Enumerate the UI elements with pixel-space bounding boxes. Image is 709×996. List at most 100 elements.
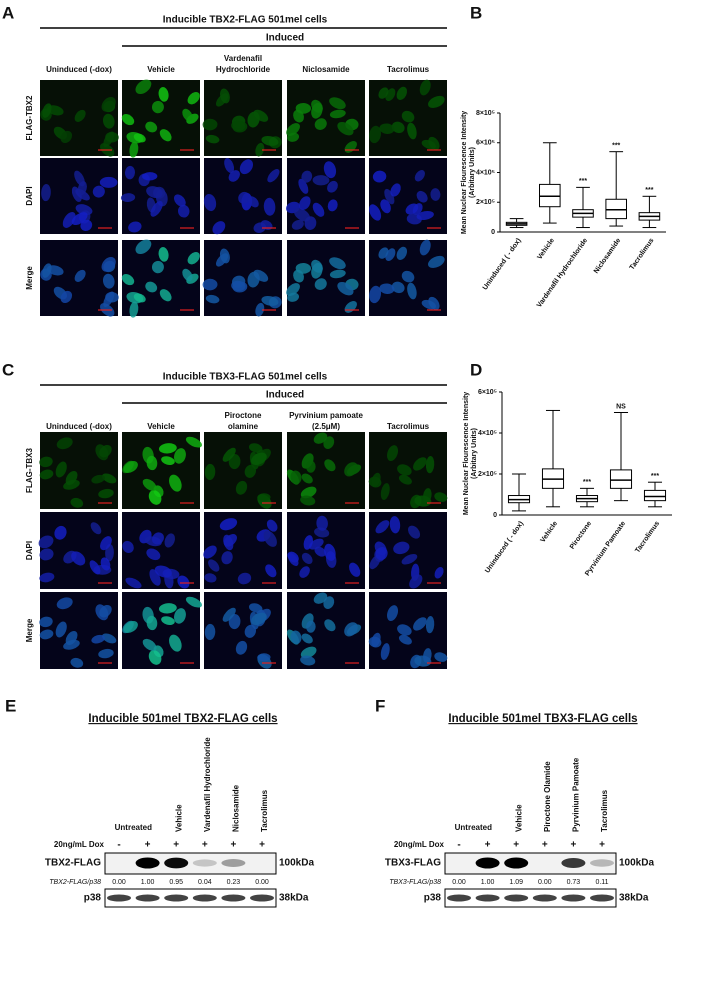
nucleus xyxy=(125,577,142,589)
nucleus xyxy=(231,120,246,132)
band xyxy=(192,894,217,902)
box xyxy=(609,469,633,489)
nucleus xyxy=(169,474,182,492)
nucleus xyxy=(121,114,135,126)
nucleus xyxy=(55,461,67,478)
nucleus xyxy=(316,515,328,531)
micrograph xyxy=(121,79,200,158)
nucleus xyxy=(261,135,279,146)
nucleus xyxy=(91,634,105,644)
micrograph xyxy=(287,512,365,589)
ratio: 1.00 xyxy=(141,879,155,886)
nucleus xyxy=(398,474,412,485)
x-tick-label: Vehicle xyxy=(536,237,556,261)
nucleus xyxy=(369,285,382,304)
significance: *** xyxy=(583,479,591,486)
nucleus xyxy=(102,273,115,289)
nucleus xyxy=(39,629,54,640)
nucleus xyxy=(39,572,55,583)
significance: *** xyxy=(651,473,659,480)
nucleus xyxy=(145,281,158,293)
nucleus xyxy=(182,268,193,282)
nucleus xyxy=(103,131,115,147)
nucleus xyxy=(123,461,138,473)
nucleus xyxy=(372,170,387,183)
micrograph xyxy=(369,239,447,316)
nucleus xyxy=(430,188,441,201)
ratio: 1.00 xyxy=(481,879,495,886)
ratio-label: TBX3-FLAG/p38 xyxy=(389,879,441,886)
nucleus xyxy=(54,525,67,540)
nucleus xyxy=(244,624,256,638)
nucleus xyxy=(380,199,391,214)
band xyxy=(561,894,586,902)
nucleus xyxy=(287,132,300,142)
nucleus xyxy=(38,535,54,549)
nucleus xyxy=(100,557,111,571)
nucleus xyxy=(329,97,346,110)
nucleus xyxy=(387,605,399,622)
y-tick-label: 0 xyxy=(493,512,497,519)
micrograph xyxy=(121,239,200,318)
nucleus xyxy=(425,456,435,474)
nucleus xyxy=(324,459,336,472)
nucleus xyxy=(299,566,310,578)
nucleus xyxy=(407,122,417,140)
nucleus xyxy=(379,283,395,294)
nucleus xyxy=(151,260,164,274)
nucleus xyxy=(266,519,278,532)
nucleus xyxy=(60,290,73,304)
ratio: 0.23 xyxy=(227,879,241,886)
nucleus xyxy=(39,456,53,468)
panel-letter: E xyxy=(5,696,16,715)
nucleus xyxy=(205,294,220,304)
row-label: DAPI xyxy=(25,186,34,205)
nucleus xyxy=(379,123,395,134)
nucleus xyxy=(55,621,67,638)
nucleus xyxy=(248,443,263,453)
y-tick-label: 6×10⁵ xyxy=(476,140,495,147)
induced-label: Induced xyxy=(266,33,304,44)
dox-sign: + xyxy=(173,840,179,851)
micrograph xyxy=(38,512,118,589)
nucleus xyxy=(324,619,336,632)
nucleus xyxy=(413,457,427,471)
nucleus xyxy=(99,176,118,188)
nucleus xyxy=(251,452,267,466)
band xyxy=(561,858,586,868)
x-tick-label: Piroctone xyxy=(569,520,593,551)
micrograph xyxy=(286,240,365,316)
nucleus xyxy=(337,281,354,296)
nucleus xyxy=(369,125,382,144)
nucleus xyxy=(248,603,263,613)
nucleus xyxy=(300,655,316,666)
x-tick-label: Pyrvinium Pamoate xyxy=(584,520,627,577)
micrograph xyxy=(286,592,365,669)
column-header: Uninduced (-dox) xyxy=(46,65,112,74)
nucleus xyxy=(42,263,52,278)
nucleus xyxy=(408,525,421,539)
dox-sign: + xyxy=(570,840,576,851)
nucleus xyxy=(401,270,415,283)
loading-label: p38 xyxy=(424,893,442,904)
nucleus xyxy=(253,109,269,122)
nucleus xyxy=(164,533,175,548)
nucleus xyxy=(313,592,328,604)
box xyxy=(643,489,667,502)
nucleus xyxy=(327,180,338,193)
nucleus xyxy=(344,622,358,637)
nucleus xyxy=(257,493,271,502)
nucleus xyxy=(219,518,238,531)
dox-sign: - xyxy=(457,840,460,851)
column-header: olamine xyxy=(228,422,259,431)
nucleus xyxy=(173,194,186,207)
nucleus xyxy=(65,471,78,485)
nucleus xyxy=(219,248,230,264)
nucleus xyxy=(434,566,444,579)
nucleus xyxy=(39,469,54,480)
nucleus xyxy=(409,574,423,589)
nucleus xyxy=(148,490,162,505)
nucleus xyxy=(255,302,265,317)
nucleus xyxy=(301,473,313,484)
row-label: Merge xyxy=(25,618,34,642)
